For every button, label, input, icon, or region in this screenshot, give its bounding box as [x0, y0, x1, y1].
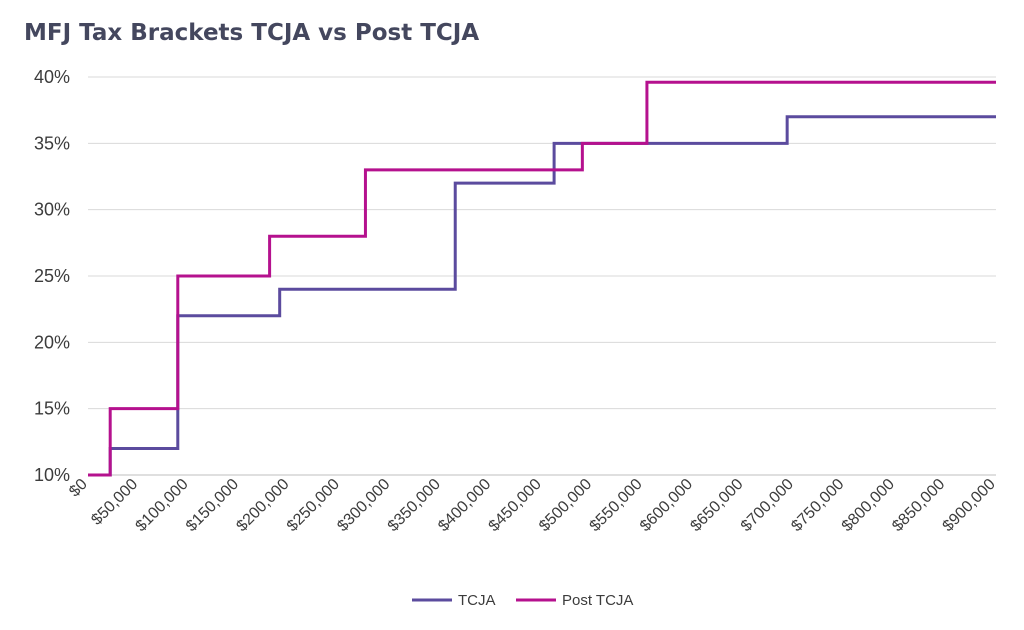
x-tick-label: $850,000: [889, 476, 948, 535]
x-tick-label: $100,000: [133, 476, 192, 535]
series-line-post-tcja: [88, 80, 996, 477]
y-axis: 10% 15% 20% 25% 30% 35% 40%: [34, 67, 70, 485]
y-tick-label: 20%: [34, 332, 70, 352]
chart-title: MFJ Tax Brackets TCJA vs Post TCJA: [24, 20, 480, 46]
x-tick-label: $800,000: [839, 476, 898, 535]
x-tick-label: $600,000: [637, 476, 696, 535]
x-tick-label: $750,000: [788, 476, 847, 535]
x-tick-label: $350,000: [385, 476, 444, 535]
x-tick-label: $250,000: [284, 476, 343, 535]
legend-item-tcja[interactable]: TCJA: [412, 592, 496, 609]
x-tick-label: $450,000: [486, 476, 545, 535]
x-tick-label: $650,000: [687, 476, 746, 535]
x-tick-label: $300,000: [334, 476, 393, 535]
legend-label: Post TCJA: [562, 592, 633, 609]
y-tick-label: 35%: [34, 133, 70, 153]
x-tick-label: $700,000: [738, 476, 797, 535]
legend-label: TCJA: [458, 592, 496, 609]
series-lines: [88, 80, 996, 477]
y-tick-label: 25%: [34, 266, 70, 286]
y-tick-label: 40%: [34, 67, 70, 87]
x-axis: $0$50,000$100,000$150,000$200,000$250,00…: [66, 476, 999, 535]
y-tick-label: 15%: [34, 399, 70, 419]
legend[interactable]: TCJA Post TCJA: [412, 592, 633, 609]
x-tick-label: $500,000: [536, 476, 595, 535]
y-tick-label: 10%: [34, 465, 70, 485]
x-tick-label: $200,000: [233, 476, 292, 535]
x-tick-label: $400,000: [435, 476, 494, 535]
x-tick-label: $550,000: [587, 476, 646, 535]
y-tick-label: 30%: [34, 200, 70, 220]
x-tick-label: $150,000: [183, 476, 242, 535]
series-line-tcja: [88, 115, 996, 477]
legend-item-post-tcja[interactable]: Post TCJA: [516, 592, 633, 609]
x-tick-label: $900,000: [940, 476, 999, 535]
